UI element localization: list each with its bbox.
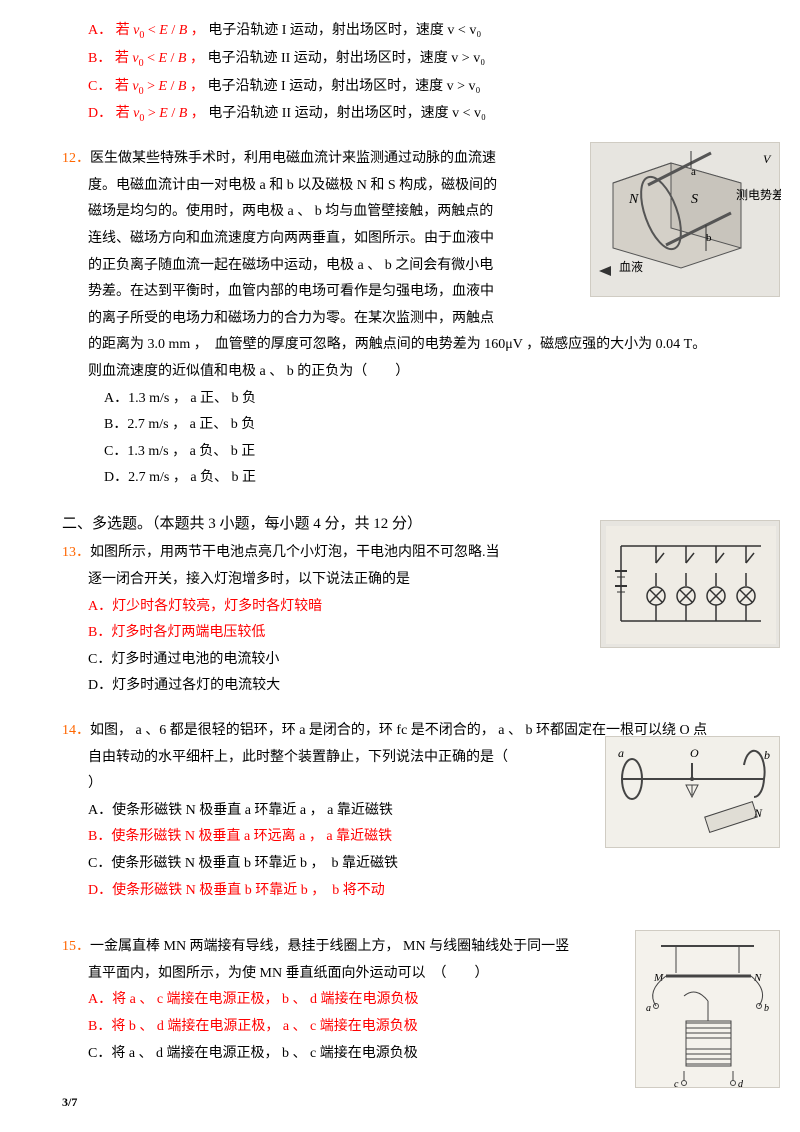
q13-D: D．灯多时通过各灯的电流较大 (88, 673, 745, 700)
opt-C: C． 若 v0 > E / B ， 电子沿轨迹 I 运动，射出场区时，速度 v … (88, 74, 745, 101)
opt-B-label: B． (88, 51, 111, 66)
opt-C-cond: 若 v0 > E / B ， (115, 79, 204, 94)
q13-num: 13． (62, 545, 90, 560)
q15-figure: M N a b c d (635, 930, 780, 1088)
question-15: M N a b c d 15．一金属直棒 MN 两端接有导线，悬挂于线圈上方， … (62, 934, 745, 1067)
opt-A: A． 若 v0 < E / B ， 电子沿轨迹 I 运动，射出场区时，速度 v … (88, 18, 745, 45)
svg-text:a: a (618, 746, 624, 760)
q14-num: 14． (62, 723, 90, 738)
q14-C: C．使条形磁铁 N 极垂直 b 环靠近 b ， b 靠近磁铁 (88, 851, 745, 878)
opt-C-txt: 电子沿轨迹 I 运动，射出场区时，速度 v > v₀ (207, 79, 480, 94)
svg-text:b: b (706, 232, 712, 244)
svg-text:d: d (738, 1079, 744, 1089)
q12-line8: 的距离为 3.0 mm ， 血管壁的厚度可忽略，两触点间的电势差为 160μV … (88, 332, 745, 359)
svg-text:N: N (628, 192, 639, 207)
opt-D-txt: 电子沿轨迹 II 运动，射出场区时，速度 v < v₀ (208, 106, 486, 121)
q12-line9: 则血流速度的近似值和电极 a 、 b 的正负为（ ） (88, 359, 745, 386)
svg-text:c: c (674, 1079, 679, 1089)
opt-D-cond: 若 v0 > E / B ， (116, 106, 205, 121)
question-13: 13．如图所示，用两节干电池点亮几个小灯泡，干电池内阻不可忽略.当 逐一闭合开关… (62, 540, 745, 700)
q14-D: D．使条形磁铁 N 极垂直 b 环靠近 b ， b 将不动 (88, 878, 745, 905)
svg-text:a: a (646, 1003, 651, 1014)
q14-figure: a O b N (605, 736, 780, 848)
svg-text:O: O (690, 746, 699, 760)
svg-text:N: N (753, 806, 763, 820)
q12-D: D．2.7 m/s ， a 负、 b 正 (104, 465, 745, 492)
q12-line7: 的离子所受的电场力和磁场力的合力为零。在某次监测中，两触点 (88, 306, 745, 333)
svg-text:测电势差: 测电势差 (736, 188, 781, 202)
q12-B: B．2.7 m/s ， a 正、 b 负 (104, 412, 745, 439)
q13-C: C．灯多时通过电池的电流较小 (88, 647, 745, 674)
top-option-block: A． 若 v0 < E / B ， 电子沿轨迹 I 运动，射出场区时，速度 v … (62, 18, 745, 128)
q12-C: C．1.3 m/s ， a 负、 b 正 (104, 439, 745, 466)
opt-A-label: A． (88, 23, 112, 38)
q12-A: A．1.3 m/s ， a 正、 b 负 (104, 386, 745, 413)
opt-D-label: D． (88, 106, 112, 121)
svg-text:a: a (691, 166, 696, 178)
q13-figure (600, 520, 780, 648)
q15-num: 15． (62, 939, 90, 954)
opt-A-cond: 若 v0 < E / B ， (116, 23, 205, 38)
opt-C-label: C． (88, 79, 111, 94)
opt-D: D． 若 v0 > E / B ， 电子沿轨迹 II 运动，射出场区时，速度 v… (88, 101, 745, 128)
question-14: a O b N 14．如图， a 、6 都是很轻的铝环，环 a 是闭合的，环 f… (62, 718, 745, 904)
svg-text:血液: 血液 (619, 259, 643, 274)
question-12: a b N S 测电势差 血液 V 12．医生做某些特殊手术时，利用电磁血流计来… (62, 146, 745, 492)
svg-text:S: S (691, 192, 698, 207)
q12-figure: a b N S 测电势差 血液 V (590, 142, 780, 297)
opt-B: B． 若 v0 < E / B ， 电子沿轨迹 II 运动，射出场区时，速度 v… (88, 46, 745, 73)
svg-text:b: b (764, 748, 770, 762)
svg-text:V: V (763, 152, 772, 166)
opt-B-cond: 若 v0 < E / B ， (115, 51, 204, 66)
q12-num: 12． (62, 151, 90, 166)
page-footer: 3/7 (62, 1091, 77, 1114)
opt-A-txt: 电子沿轨迹 I 运动，射出场区时，速度 v < v₀ (208, 23, 481, 38)
svg-text:b: b (764, 1003, 769, 1014)
opt-B-txt: 电子沿轨迹 II 运动，射出场区时，速度 v > v₀ (207, 51, 485, 66)
